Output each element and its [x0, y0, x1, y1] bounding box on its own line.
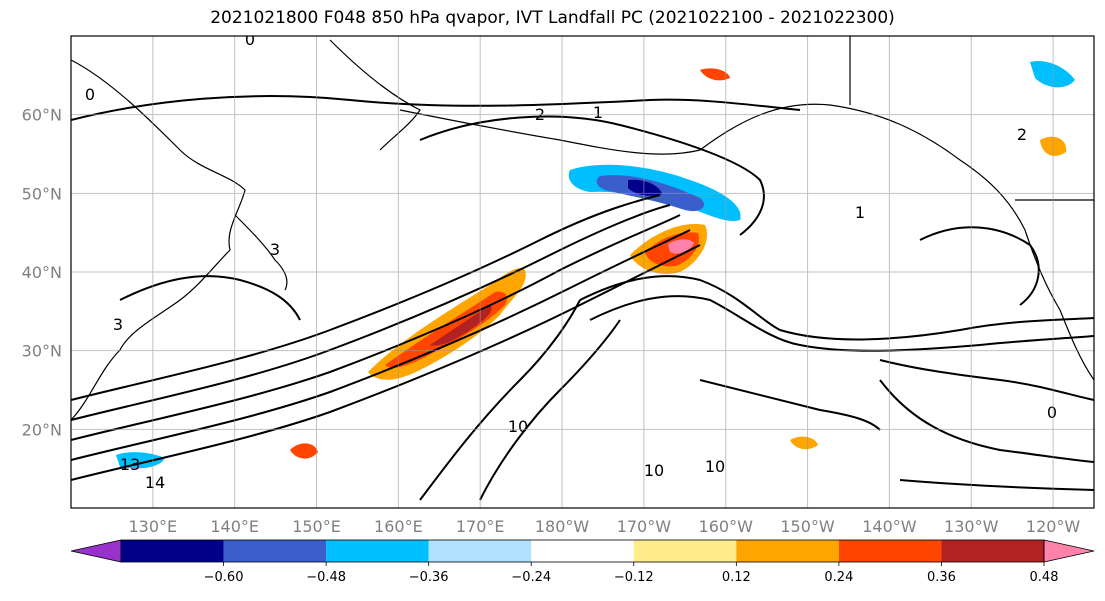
contour-label: 3: [270, 240, 280, 259]
colorbar-tick-label: −0.24: [511, 570, 551, 585]
japan-coastline: [234, 214, 288, 291]
colorbar-tick-label: −0.12: [614, 570, 654, 585]
positive-anomaly-core-2: [430, 305, 492, 346]
colorbar-tick-label: 0.36: [927, 570, 956, 585]
lon-tick-label: 150°E: [292, 517, 341, 536]
contour-label: 1: [593, 103, 603, 122]
colorbar-segment: [941, 540, 1044, 562]
lat-tick-label: 40°N: [22, 263, 62, 282]
lat-tick-label: 30°N: [22, 342, 62, 361]
aleutian-chain: [399, 109, 701, 155]
contour-label: 10: [508, 417, 528, 436]
positive-anomaly-north-small: [700, 68, 730, 81]
lon-tick-label: 180°W: [535, 517, 590, 536]
lon-tick-label: 150°W: [780, 517, 835, 536]
lat-tick-label: 60°N: [22, 106, 62, 125]
contour-label: 10: [705, 457, 725, 476]
contour-label: 0: [1047, 403, 1057, 422]
colorbar-segment: [531, 540, 634, 562]
lon-tick-label: 160°W: [699, 517, 754, 536]
positive-anomaly-east-pink: [668, 239, 694, 254]
asia-coastline: [71, 59, 246, 421]
contour-layer: [71, 95, 1094, 501]
colorbar-segment: [223, 540, 327, 562]
lat-tick-label: 50°N: [22, 184, 62, 203]
contour-label: 1: [855, 203, 865, 222]
colorbar-segment: [633, 540, 737, 562]
colorbar-segment: [326, 540, 429, 562]
lon-tick-label: 160°E: [374, 517, 423, 536]
colorbar-tick-label: 0.12: [722, 570, 751, 585]
gridlines: [71, 36, 1094, 508]
colorbar-tick-label: −0.36: [409, 570, 449, 585]
longitude-labels: 130°E 140°E 150°E 160°E 170°E 180°W 170°W 160°W…: [129, 517, 1081, 536]
lon-tick-label: 140°E: [210, 517, 259, 536]
lat-tick-label: 20°N: [22, 420, 62, 439]
colorbar-tick-label: −0.60: [204, 570, 244, 585]
negative-anomaly-north-deep: [628, 179, 662, 196]
contour-label: 10: [644, 461, 664, 480]
contour-label: 14: [145, 473, 165, 492]
plot-frame: [70, 35, 1095, 509]
lon-tick-label: 120°W: [1026, 517, 1081, 536]
lon-tick-label: 140°W: [862, 517, 917, 536]
negative-anomaly-northeast: [1030, 60, 1075, 88]
alaska-coastline: [699, 103, 1026, 231]
colorbar-segment: [121, 540, 224, 562]
lon-tick-label: 170°E: [456, 517, 505, 536]
colorbar-labels: −0.60 −0.48 −0.36 −0.24 −0.12 0.12 0.24 0.36 0.4…: [204, 562, 1059, 585]
colorbar-tick-label: −0.48: [306, 570, 346, 585]
colorbar-max-arrow: [1043, 539, 1095, 563]
positive-anomaly-south-2: [790, 436, 818, 450]
lon-tick-label: 130°W: [944, 517, 999, 536]
contour-label: 13: [120, 455, 140, 474]
lon-tick-label: 130°E: [129, 517, 178, 536]
kamchatka-coastline: [329, 39, 421, 151]
lon-tick-label: 170°W: [617, 517, 672, 536]
contour-label: 2: [1017, 125, 1027, 144]
map-title: 2021021800 F048 850 hPa qvapor, IVT Land…: [210, 8, 895, 28]
colorbar-segment: [736, 540, 839, 562]
contour-label: 0: [85, 85, 95, 104]
colorbar: [70, 539, 1095, 563]
colorbar-frame: [120, 539, 1045, 563]
colorbar-segment: [428, 540, 532, 562]
colorbar-tick-label: 0.24: [824, 570, 853, 585]
colorbar-tick-label: 0.48: [1030, 570, 1059, 585]
colorbar-min-arrow: [70, 539, 122, 563]
positive-anomaly-south: [290, 443, 318, 459]
contour-label: 3: [113, 315, 123, 334]
latitude-labels: 20°N 30°N 40°N 50°N 60°N: [22, 106, 62, 440]
coastline-layer: [71, 36, 1094, 421]
colorbar-segment: [838, 540, 942, 562]
north-america-coastline: [1024, 229, 1094, 381]
contour-label: 0: [245, 30, 255, 49]
